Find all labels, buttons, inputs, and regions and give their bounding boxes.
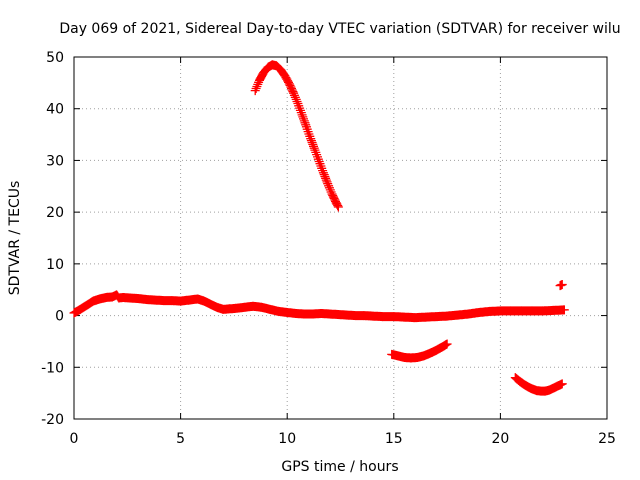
data-point [112,290,123,302]
data-point [289,88,302,106]
x-tick-label: 25 [598,431,616,447]
y-tick-label: 50 [46,50,64,66]
data-point [297,110,311,130]
data-point [293,99,306,118]
axis-ticks: 0 5 10 15 20 25 -20 -10 0 10 20 30 40 50 [41,50,616,447]
data-point [557,379,567,389]
y-tick-label: 30 [46,153,64,169]
data-series [387,339,452,363]
data-point [318,168,332,187]
plot-frame [73,56,608,420]
x-tick-label: 5 [176,431,185,447]
y-tick-label: 20 [46,205,64,221]
data-point [301,122,315,141]
data-points [69,60,569,396]
data-point [272,61,285,74]
y-tick-label: -20 [41,412,64,428]
data-point [255,69,268,85]
data-series [250,60,343,212]
x-tick-label: 10 [278,431,296,447]
data-point [314,157,328,176]
grid-lines [74,57,607,419]
data-series [69,290,569,323]
data-point [510,373,524,385]
data-point [310,145,323,164]
data-point [280,71,293,87]
x-tick-label: 0 [70,431,79,447]
data-point [284,79,298,97]
data-series [510,373,567,396]
chart-title: Day 069 of 2021, Sidereal Day-to-day VTE… [59,21,620,37]
y-tick-label: 10 [46,257,64,273]
data-point [323,179,336,197]
data-point [333,202,343,212]
data-point [276,65,289,80]
x-tick-label: 20 [491,431,509,447]
y-tick-label: 40 [46,102,64,118]
y-tick-label: 0 [55,309,64,325]
data-point [306,134,319,153]
x-tick-label: 15 [385,431,403,447]
data-point [250,77,264,96]
data-point [327,189,340,206]
data-point [259,63,272,77]
y-axis-label: SDTVAR / TECUs [7,181,23,296]
data-series [555,280,567,291]
x-axis-label: GPS time / hours [281,459,398,475]
y-tick-label: -10 [41,360,64,376]
data-point [555,280,566,291]
data-point [442,339,452,349]
data-point [559,305,569,315]
data-point [331,198,343,211]
data-point [557,280,567,290]
